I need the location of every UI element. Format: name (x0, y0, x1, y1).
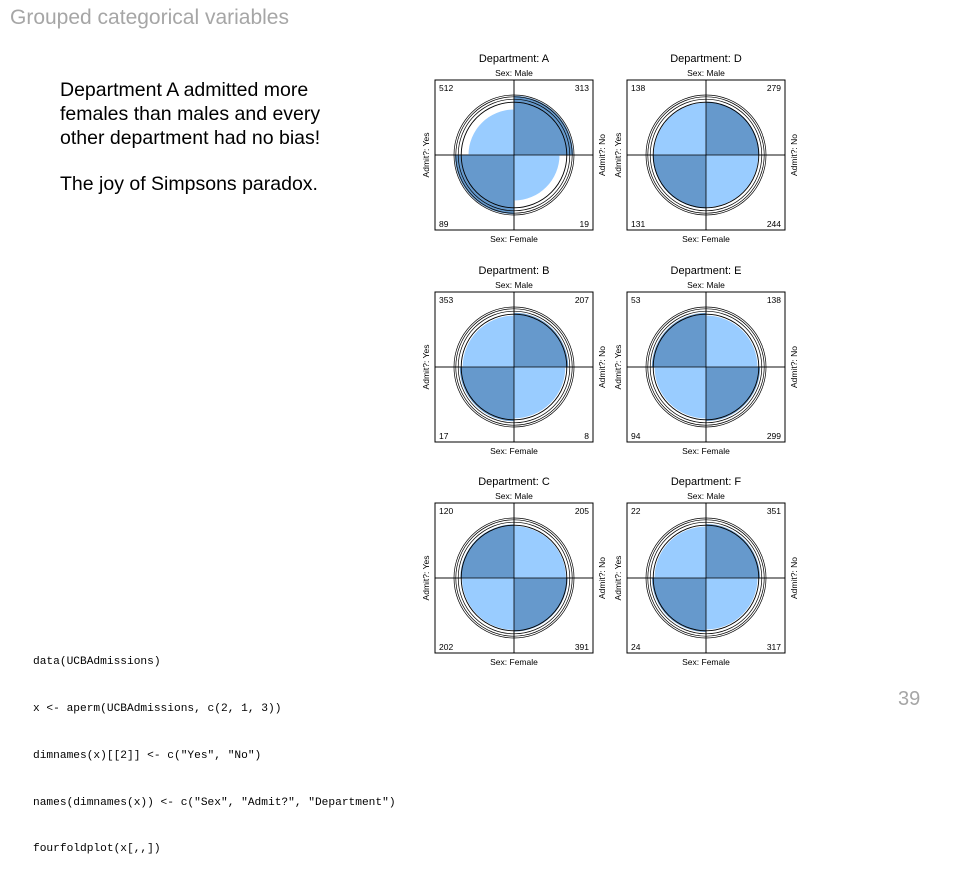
count-female-no: 19 (580, 219, 590, 229)
panel-left-label: Admit?: Yes (421, 133, 431, 178)
count-female-no: 391 (575, 642, 589, 652)
quadrant-sector (514, 367, 566, 419)
code-line: dimnames(x)[[2]] <- c("Yes", "No") (33, 749, 262, 762)
quadrant-sector (706, 578, 758, 630)
panel-top-label: Sex: Male (495, 68, 533, 78)
count-male-yes: 353 (439, 295, 453, 305)
quadrant-sector (706, 315, 758, 367)
count-female-yes: 202 (439, 642, 453, 652)
panel-right-label: Admit?: No (597, 557, 607, 599)
count-male-no: 351 (767, 506, 781, 516)
panel-bottom-label: Sex: Female (682, 446, 730, 456)
panel-top-label: Sex: Male (495, 491, 533, 501)
fourfold-panel: Department: A Sex: Male Sex: Female Admit?:… (421, 53, 607, 244)
count-male-no: 279 (767, 83, 781, 93)
count-male-no: 138 (767, 295, 781, 305)
count-male-yes: 120 (439, 506, 453, 516)
panel-right-label: Admit?: No (597, 134, 607, 176)
panel-bottom-label: Sex: Female (490, 234, 538, 244)
quadrant-sector (653, 102, 706, 155)
quadrant-sector (514, 578, 568, 632)
fourfold-panel: Department: D Sex: Male Sex: Female Admit?:… (613, 53, 799, 244)
count-male-yes: 22 (631, 506, 641, 516)
panel-right-label: Admit?: No (789, 134, 799, 176)
panel-bottom-label: Sex: Female (490, 657, 538, 667)
quadrant-sector (454, 155, 514, 215)
panel-left-label: Admit?: Yes (421, 345, 431, 390)
quadrant-sector (468, 109, 514, 155)
explanation-text: Department A admitted more females than … (60, 78, 360, 218)
panel-bottom-label: Sex: Female (682, 657, 730, 667)
panel-top-label: Sex: Male (687, 280, 725, 290)
count-male-yes: 512 (439, 83, 453, 93)
quadrant-sector (462, 315, 514, 367)
quadrant-sector (514, 312, 569, 367)
count-female-no: 299 (767, 431, 781, 441)
fourfold-plot-grid: Department: A Sex: Male Sex: Female Admit?:… (421, 53, 799, 667)
count-female-no: 317 (767, 642, 781, 652)
quadrant-sector (459, 367, 514, 422)
panel-title: Department: F (671, 476, 742, 488)
quadrant-sector (654, 526, 706, 578)
count-female-yes: 94 (631, 431, 641, 441)
explanation-paragraph-1: Department A admitted more females than … (60, 79, 321, 149)
quadrant-sector (460, 524, 514, 578)
panel-top-label: Sex: Male (687, 491, 725, 501)
count-male-no: 313 (575, 83, 589, 93)
quadrant-sector (706, 155, 759, 208)
count-male-no: 205 (575, 506, 589, 516)
slide-title: Grouped categorical variables (10, 6, 289, 29)
panel-bottom-label: Sex: Female (490, 446, 538, 456)
panel-right-label: Admit?: No (789, 346, 799, 388)
quadrant-sector (514, 526, 566, 578)
quadrant-sector (654, 367, 706, 419)
panel-left-label: Admit?: Yes (613, 133, 623, 178)
count-female-yes: 131 (631, 219, 645, 229)
count-female-no: 244 (767, 219, 781, 229)
panel-left-label: Admit?: Yes (613, 345, 623, 390)
panel-title: Department: C (478, 476, 550, 488)
count-female-no: 8 (584, 431, 589, 441)
panel-title: Department: D (670, 53, 742, 65)
fourfold-panel: Department: E Sex: Male Sex: Female Admit?:… (613, 265, 799, 456)
r-code-block: data(UCBAdmissions) x <- aperm(UCBAdmiss… (33, 624, 396, 874)
code-line: data(UCBAdmissions) (33, 656, 161, 669)
panel-right-label: Admit?: No (789, 557, 799, 599)
code-line: names(dimnames(x)) <- c("Sex", "Admit?",… (33, 796, 396, 809)
explanation-paragraph-2: The joy of Simpsons paradox. (60, 173, 318, 195)
panel-bottom-label: Sex: Female (682, 234, 730, 244)
count-female-yes: 17 (439, 431, 449, 441)
code-line: fourfoldplot(x[,,]) (33, 843, 161, 856)
fourfold-panel: Department: F Sex: Male Sex: Female Admit?:… (613, 476, 799, 667)
panel-left-label: Admit?: Yes (613, 556, 623, 601)
fourfold-panel: Department: B Sex: Male Sex: Female Admit?:… (421, 265, 607, 456)
panel-top-label: Sex: Male (495, 280, 533, 290)
quadrant-sector (652, 155, 706, 209)
panel-title: Department: E (671, 265, 742, 277)
count-male-no: 207 (575, 295, 589, 305)
quadrant-sector (706, 367, 761, 422)
quadrant-sector (514, 95, 574, 155)
panel-left-label: Admit?: Yes (421, 556, 431, 601)
page-number: 39 (898, 688, 921, 710)
count-female-yes: 89 (439, 219, 449, 229)
quadrant-sector (462, 578, 514, 630)
quadrant-sector (651, 578, 706, 633)
count-male-yes: 53 (631, 295, 641, 305)
code-line: x <- aperm(UCBAdmissions, c(2, 1, 3)) (33, 702, 282, 715)
panel-top-label: Sex: Male (687, 68, 725, 78)
panel-right-label: Admit?: No (597, 346, 607, 388)
fourfold-panel: Department: C Sex: Male Sex: Female Admit?:… (421, 476, 607, 667)
quadrant-sector (514, 155, 560, 201)
count-male-yes: 138 (631, 83, 645, 93)
panel-title: Department: B (479, 265, 550, 277)
count-female-yes: 24 (631, 642, 641, 652)
quadrant-sector (651, 312, 706, 367)
quadrant-sector (706, 101, 760, 155)
panel-title: Department: A (479, 53, 550, 65)
quadrant-sector (706, 523, 761, 578)
